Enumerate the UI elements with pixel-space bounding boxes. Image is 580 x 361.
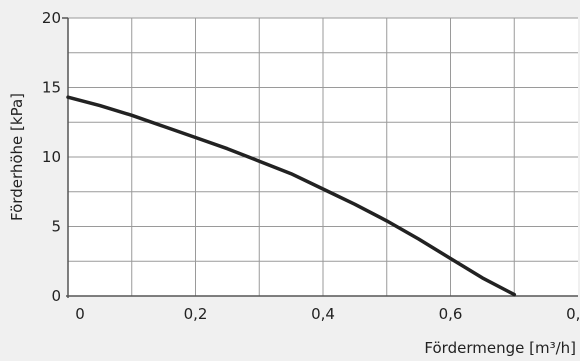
y-tick-label: 15: [42, 79, 61, 97]
y-tick-labels: 0 5 10 15 20: [42, 9, 61, 305]
y-tick-label: 10: [42, 148, 61, 166]
grid: [68, 17, 578, 296]
y-tick-label: 5: [51, 218, 61, 236]
x-tick-label: 0: [75, 305, 85, 323]
y-tick-label: 20: [42, 9, 61, 27]
x-tick-label: 0,4: [311, 305, 335, 323]
series-layer: [66, 95, 517, 297]
x-tick-label: 0,8: [566, 305, 580, 323]
x-axis-title: Fördermenge [m³/h]: [424, 339, 576, 357]
axes: [62, 17, 578, 298]
x-tick-label: 0,2: [184, 305, 208, 323]
y-tick-label: 0: [51, 287, 61, 305]
x-tick-labels: 0 0,2 0,4 0,6 0,8: [75, 305, 580, 323]
y-axis-title: Förderhöhe [kPa]: [8, 93, 26, 221]
x-tick-label: 0,6: [439, 305, 463, 323]
